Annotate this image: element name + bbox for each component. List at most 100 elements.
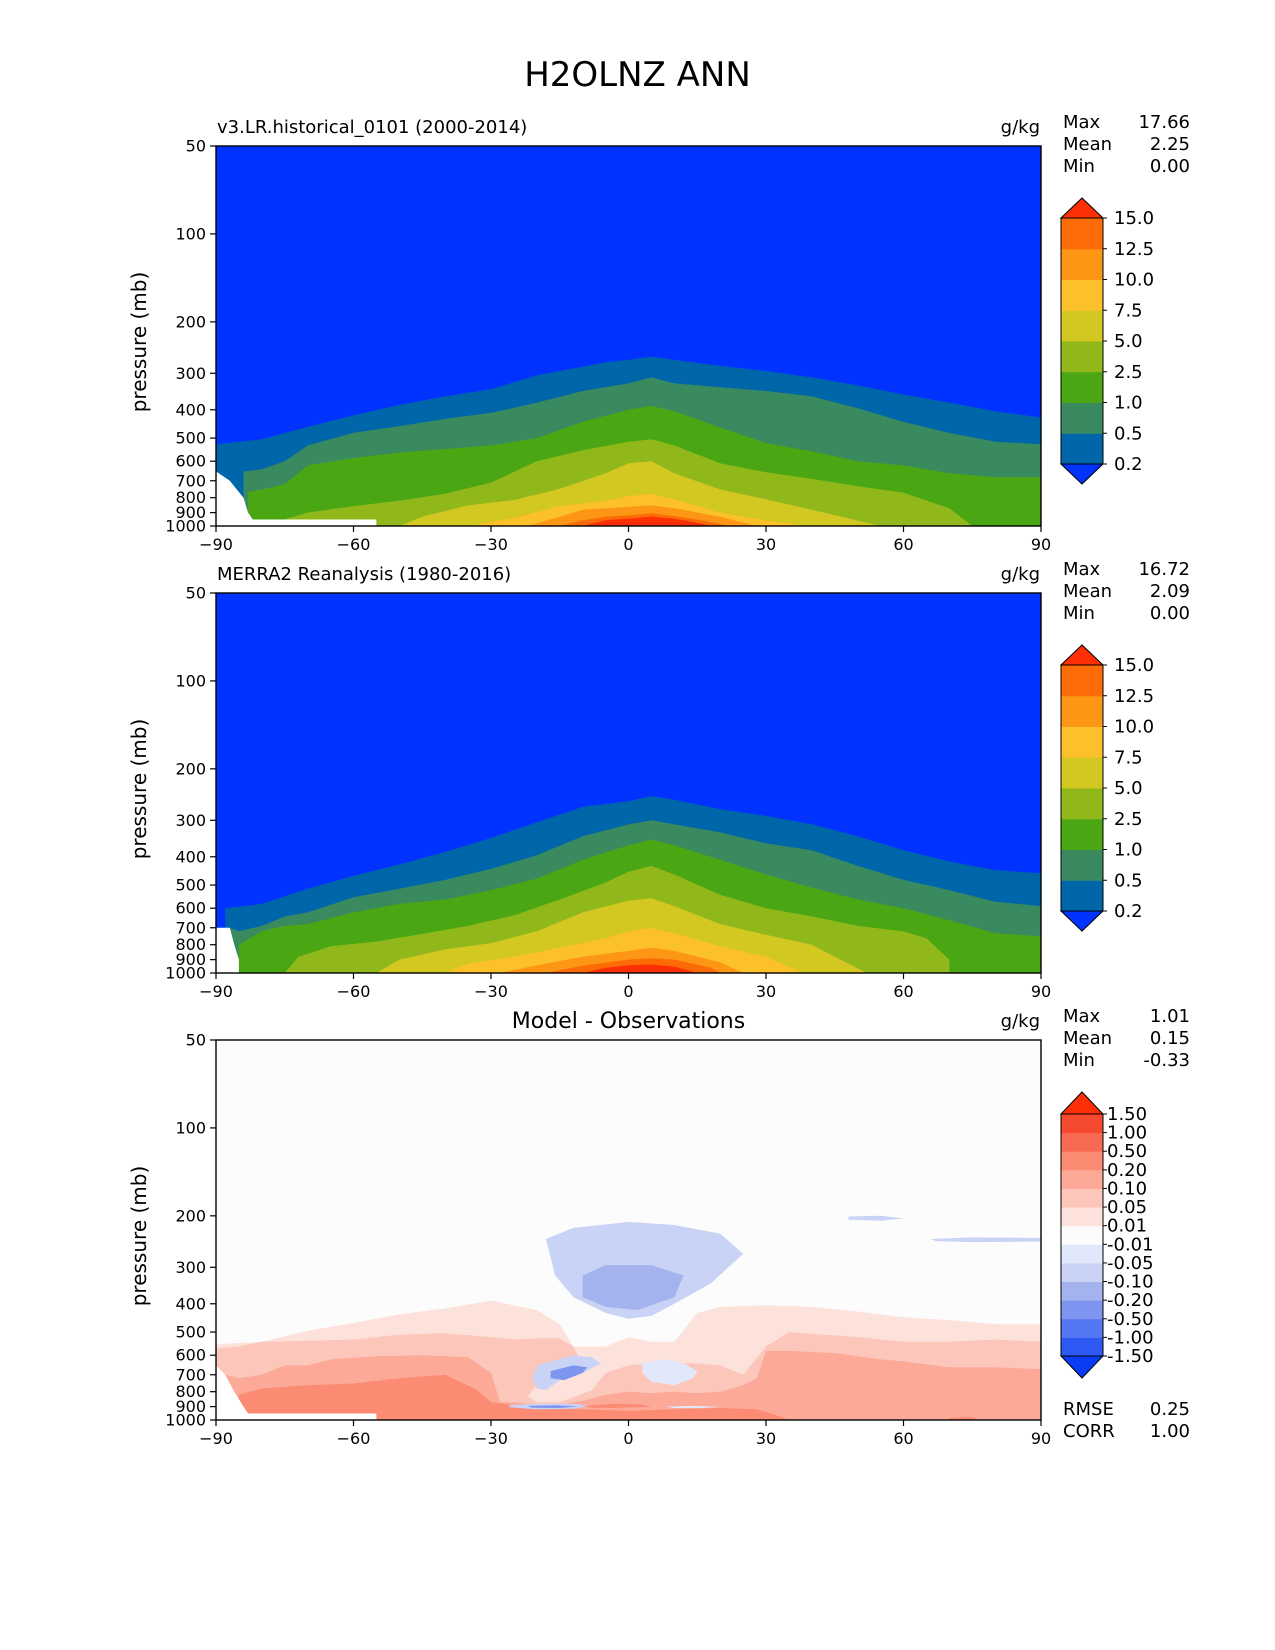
stat-value-max: 17.66 — [1138, 112, 1190, 133]
y-tick-label: 600 — [175, 899, 206, 918]
filled-band-5 — [399, 461, 881, 526]
colorbar-label: 0.5 — [1114, 870, 1143, 891]
colorbar-label: 0.10 — [1107, 1178, 1147, 1199]
stat-label-min: Min — [1063, 156, 1095, 177]
x-tick-label: 90 — [1031, 535, 1051, 554]
colorbar-bin — [1061, 1169, 1103, 1189]
colorbar-label: -0.05 — [1107, 1253, 1154, 1274]
stat-value-mean: 2.09 — [1150, 581, 1190, 602]
colorbar-bin — [1061, 1281, 1103, 1301]
stat-label-mean: Mean — [1063, 134, 1112, 155]
units-label: g/kg — [1001, 117, 1040, 138]
panel-title: v3.LR.historical_0101 (2000-2014) — [217, 117, 527, 138]
colorbar-label: -0.20 — [1107, 1290, 1154, 1311]
y-tick-label: 800 — [175, 1382, 206, 1401]
colorbar-label: 0.01 — [1107, 1216, 1147, 1237]
y-axis-label: pressure (mb) — [127, 272, 151, 413]
y-tick-label: 200 — [175, 1206, 206, 1225]
y-tick-label: 900 — [175, 1397, 206, 1416]
colorbar-bin — [1061, 1114, 1103, 1134]
colorbar-label: -0.01 — [1107, 1234, 1154, 1255]
filled-band-5 — [238, 1374, 789, 1420]
colorbar-bin — [1061, 695, 1103, 727]
colorbar-label: 1.00 — [1107, 1123, 1147, 1144]
colorbar-bin — [1061, 433, 1103, 465]
colorbar-extend-max — [1059, 1091, 1105, 1115]
contour-blob-8 — [665, 1405, 721, 1408]
x-tick-label: 60 — [893, 535, 913, 554]
colorbar-label: 2.5 — [1114, 362, 1143, 383]
colorbar-bin — [1061, 726, 1103, 758]
colorbar-label: 5.0 — [1114, 778, 1143, 799]
colorbar-extend-min — [1059, 910, 1105, 932]
colorbar-label: -1.00 — [1107, 1327, 1154, 1348]
contour-blob-6 — [527, 1405, 579, 1408]
y-tick-label: 300 — [175, 364, 206, 383]
colorbar-frame — [1060, 1113, 1104, 1357]
stat-value-mean: 0.15 — [1150, 1028, 1190, 1049]
stat-label-min: Min — [1063, 603, 1095, 624]
stat-label-max: Max — [1063, 112, 1101, 133]
colorbar-extend-max — [1059, 197, 1105, 219]
y-tick-label: 1000 — [165, 964, 206, 983]
colorbar-bin — [1061, 1337, 1103, 1357]
y-tick-label: 400 — [175, 400, 206, 419]
y-tick-label: 1000 — [165, 1411, 206, 1430]
x-tick-label: −90 — [199, 982, 233, 1001]
x-tick-label: −60 — [337, 982, 371, 1001]
colorbar-bin — [1061, 248, 1103, 280]
contour-blob-4 — [550, 1365, 588, 1381]
colorbar-label: 10.0 — [1114, 270, 1154, 291]
stat-label-mean: Mean — [1063, 581, 1112, 602]
colorbar-label: 1.0 — [1114, 840, 1143, 861]
y-tick-label: 500 — [175, 1323, 206, 1342]
contour-blob-2 — [582, 1265, 684, 1310]
y-tick-label: 400 — [175, 1294, 206, 1313]
panel-title: MERRA2 Reanalysis (1980-2016) — [217, 564, 511, 585]
colorbar-extend-min — [1059, 1355, 1105, 1379]
stat-label-max: Max — [1063, 559, 1101, 580]
y-tick-label: 50 — [186, 1031, 206, 1050]
contour-blob-10 — [931, 1237, 1041, 1243]
y-tick-label: 100 — [175, 671, 206, 690]
stat-value-mean: 2.25 — [1150, 134, 1190, 155]
x-tick-label: 30 — [756, 982, 776, 1001]
y-tick-label: 200 — [175, 759, 206, 778]
colorbar-label: 7.5 — [1114, 300, 1143, 321]
y-tick-label: 300 — [175, 811, 206, 830]
colorbar-bin — [1061, 341, 1103, 373]
stat-label-min: Min — [1063, 1050, 1095, 1071]
y-tick-label: 900 — [175, 950, 206, 969]
plot-area — [216, 593, 1041, 973]
colorbar-bin — [1061, 757, 1103, 789]
y-tick-label: 900 — [175, 503, 206, 522]
stat-value-min: -0.33 — [1143, 1050, 1190, 1071]
y-tick-label: 400 — [175, 847, 206, 866]
colorbar-bin — [1061, 402, 1103, 434]
x-tick-label: −90 — [199, 535, 233, 554]
rmse-value: 0.25 — [1150, 1399, 1190, 1420]
colorbar-bin — [1061, 1151, 1103, 1171]
x-tick-label: 0 — [623, 1429, 633, 1448]
colorbar-bin — [1061, 665, 1103, 697]
colorbar-extend-max — [1059, 644, 1105, 666]
colorbar-bin — [1061, 310, 1103, 342]
y-tick-label: 100 — [175, 1118, 206, 1137]
colorbar-bin — [1061, 1207, 1103, 1227]
stat-label-max: Max — [1063, 1006, 1101, 1027]
panel-title: Model - Observations — [512, 1009, 745, 1034]
colorbar-bin — [1061, 880, 1103, 912]
colorbar-label: 10.0 — [1114, 717, 1154, 738]
x-tick-label: 60 — [893, 982, 913, 1001]
y-tick-label: 50 — [186, 137, 206, 156]
contour-blob-9 — [848, 1215, 904, 1221]
colorbar-bin — [1061, 1244, 1103, 1264]
colorbar-bin — [1061, 279, 1103, 311]
colorbar-extend-min — [1059, 463, 1105, 485]
x-tick-label: −30 — [474, 1429, 508, 1448]
x-tick-label: 90 — [1031, 1429, 1051, 1448]
corr-value: 1.00 — [1150, 1421, 1190, 1442]
units-label: g/kg — [1001, 1011, 1040, 1032]
colorbar-label: 2.5 — [1114, 809, 1143, 830]
y-tick-label: 700 — [175, 471, 206, 490]
